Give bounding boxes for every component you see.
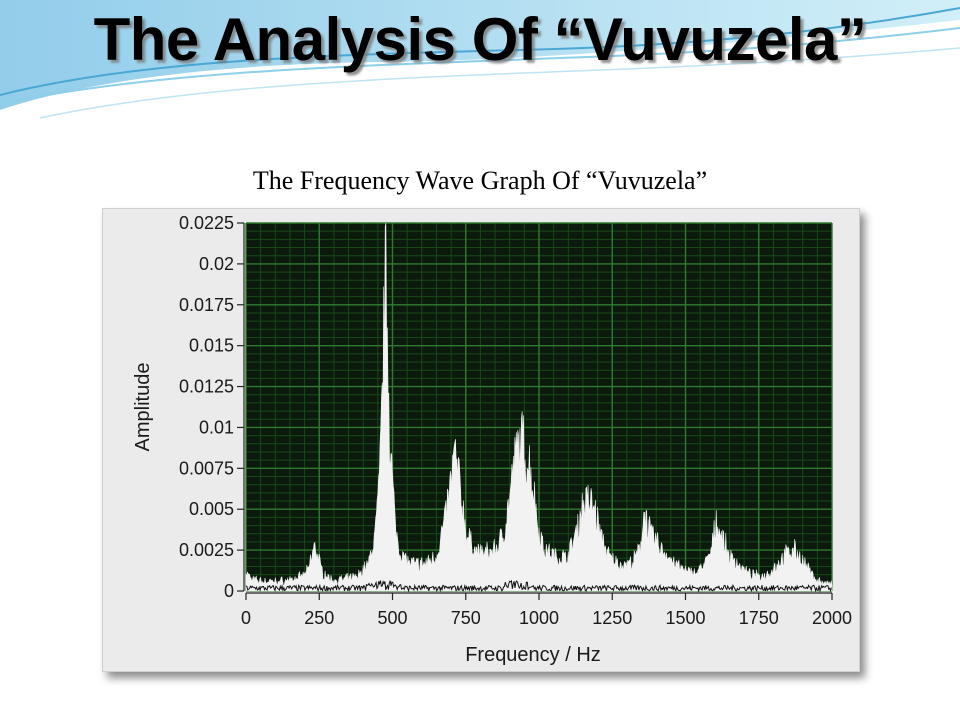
x-tick-label: 1000 xyxy=(519,608,559,628)
y-axis: 0 0.0025 0.005 0.0075 0.01 0.0125 0.015 0.0175 0… xyxy=(179,213,245,601)
y-tick-label: 0.02 xyxy=(199,254,234,274)
x-axis: 0 250 500 750 1000 1250 1500 1750 2000 xyxy=(241,592,852,628)
noise-trace xyxy=(245,579,832,593)
x-axis-title: Frequency / Hz xyxy=(465,644,601,666)
y-tick-label: 0.0175 xyxy=(179,295,234,315)
frequency-chart: 0 250 500 750 1000 1250 1500 1750 2000 0 0.0025 0.… xyxy=(132,213,852,666)
y-tick-label: 0.0225 xyxy=(179,213,234,233)
y-tick-label: 0.0075 xyxy=(179,458,234,478)
slide-title: The Analysis Of “Vuvuzela” xyxy=(93,6,867,73)
x-tick-label: 1500 xyxy=(665,608,705,628)
y-tick-label: 0.005 xyxy=(189,499,234,519)
y-tick-label: 0.0125 xyxy=(179,377,234,397)
x-tick-label: 500 xyxy=(377,608,407,628)
x-tick-label: 250 xyxy=(304,608,334,628)
x-tick-label: 1750 xyxy=(739,608,779,628)
y-tick-label: 0.015 xyxy=(189,336,234,356)
spectrum-area xyxy=(245,222,833,592)
y-tick-label: 0.0025 xyxy=(179,540,234,560)
x-tick-label: 750 xyxy=(451,608,481,628)
x-tick-label: 0 xyxy=(241,608,251,628)
y-tick-label: 0.01 xyxy=(199,417,234,437)
y-tick-label: 0 xyxy=(224,581,234,601)
y-axis-title: Amplitude xyxy=(132,363,154,452)
x-tick-label: 1250 xyxy=(592,608,632,628)
x-tick-label: 2000 xyxy=(812,608,852,628)
chart-caption: The Frequency Wave Graph Of “Vuvuzela” xyxy=(252,166,708,195)
frequency-chart-panel: 0 250 500 750 1000 1250 1500 1750 2000 0 0.0025 0.… xyxy=(102,208,860,672)
title-wave-decoration xyxy=(0,0,960,119)
